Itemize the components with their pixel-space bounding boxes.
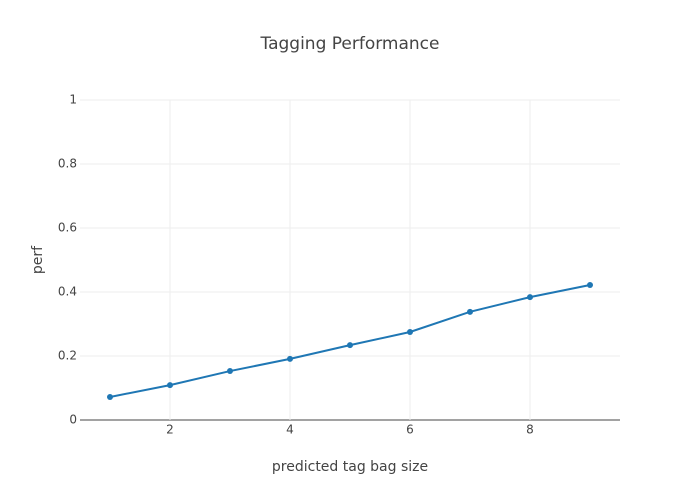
data-point (527, 294, 533, 301)
x-axis-title: predicted tag bag size (272, 459, 428, 475)
x-tick-label: 8 (526, 423, 534, 437)
x-tick-label: 2 (166, 423, 174, 437)
data-point (287, 355, 293, 362)
x-tick-label: 6 (406, 423, 414, 437)
data-line (109, 283, 591, 398)
x-tick-label: 4 (286, 423, 294, 437)
y-tick-label: 0.8 (58, 157, 77, 171)
data-point (227, 368, 233, 375)
y-tick-label: 0.4 (58, 285, 77, 299)
y-tick-label: 0 (69, 413, 77, 427)
data-point (107, 393, 113, 400)
y-axis-title: perf (30, 245, 46, 274)
data-point (167, 382, 173, 389)
data-point (347, 342, 353, 349)
y-tick-label: 0.2 (58, 349, 77, 363)
data-point (467, 308, 473, 315)
data-point (407, 329, 413, 335)
y-tick-label: 1 (69, 93, 77, 107)
data-point (587, 281, 593, 288)
chart-title: Tagging Performance (260, 34, 440, 54)
y-tick-label: 0.6 (58, 221, 77, 235)
